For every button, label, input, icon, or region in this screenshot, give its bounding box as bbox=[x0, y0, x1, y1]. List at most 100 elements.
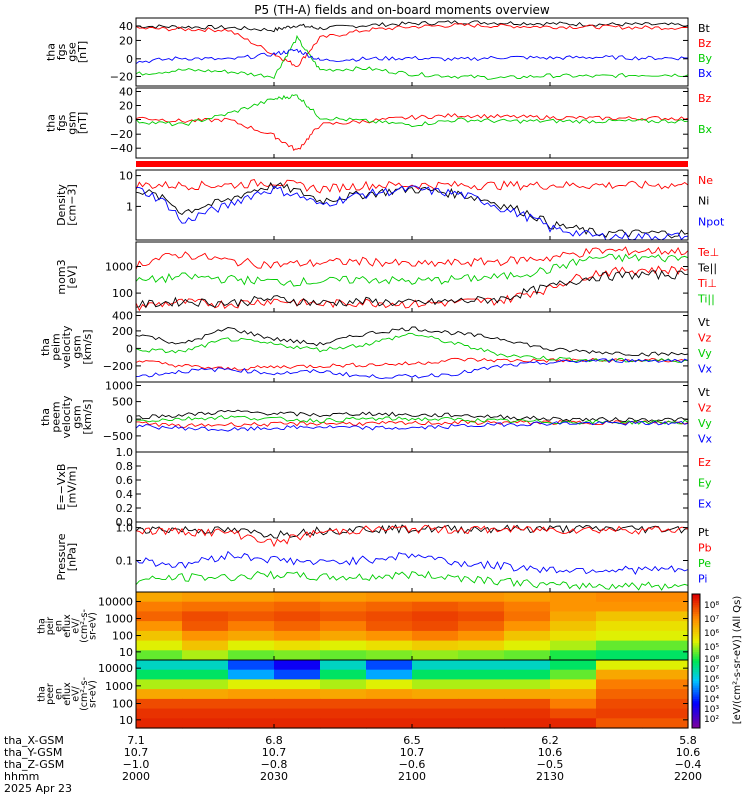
heatmap-cell bbox=[504, 679, 551, 690]
legend-label: Ez bbox=[698, 456, 711, 469]
colorbar-label: [eV/(cm²-s-sr-eV)] (All Qs) bbox=[732, 596, 743, 725]
colorbar-step bbox=[692, 667, 700, 671]
heatmap-cell bbox=[412, 698, 459, 710]
heatmap-cell bbox=[550, 630, 597, 642]
y-tick-label: 10000 bbox=[98, 662, 133, 675]
y-axis-label-line: gsm bbox=[65, 111, 78, 134]
y-tick-label: 0.0 bbox=[116, 516, 134, 529]
colorbar-step bbox=[692, 678, 700, 682]
heatmap-cell bbox=[228, 611, 275, 622]
heatmap-cell bbox=[136, 592, 183, 603]
heatmap-cell bbox=[412, 630, 459, 642]
heatmap-cell bbox=[136, 660, 183, 671]
colorbar-step bbox=[692, 676, 700, 680]
heatmap-cell bbox=[136, 601, 183, 612]
heatmap-cell bbox=[550, 718, 597, 729]
legend-label: Vx bbox=[698, 433, 713, 446]
y-tick-label: 100 bbox=[112, 630, 133, 643]
y-tick-label: 0.1 bbox=[116, 555, 134, 568]
y-axis-label-line: velocity bbox=[60, 325, 73, 368]
heatmap-cell bbox=[136, 718, 183, 729]
heatmap-cell bbox=[642, 708, 689, 719]
colorbar-step bbox=[692, 611, 700, 615]
colorbar-step bbox=[692, 634, 700, 637]
heatmap-cell bbox=[274, 630, 321, 642]
y-axis-label-line: mom3 bbox=[55, 259, 68, 294]
heatmap-cell bbox=[366, 621, 413, 632]
y-axis-label-line: E=−VxB bbox=[55, 464, 68, 511]
heatmap-cell bbox=[642, 689, 689, 700]
colorbar-step bbox=[692, 725, 700, 729]
heatmap-cell bbox=[642, 630, 689, 642]
y-axis-label-line: en bbox=[54, 688, 65, 700]
x-tick-value: 2200 bbox=[674, 770, 702, 783]
x-tick-value: 10.7 bbox=[262, 746, 287, 759]
heatmap-cell bbox=[182, 621, 229, 632]
heatmap-cell bbox=[320, 708, 367, 719]
colorbar-step bbox=[692, 721, 700, 724]
colorbar-step bbox=[692, 687, 700, 691]
colorbar-tick-label: 10² bbox=[704, 715, 719, 725]
y-tick-label: 10 bbox=[119, 170, 133, 183]
series-line-By bbox=[135, 34, 689, 80]
x-tick-value: 10.7 bbox=[124, 746, 149, 759]
colorbar-step bbox=[692, 705, 700, 709]
heatmap-cell bbox=[366, 708, 413, 719]
y-axis-label-line: tha bbox=[37, 686, 48, 702]
heatmap-cell bbox=[182, 660, 229, 671]
colorbar-tick-label: 10⁵ bbox=[704, 685, 719, 695]
y-tick-label: 0 bbox=[126, 53, 133, 66]
y-tick-label: 500 bbox=[112, 396, 133, 409]
heatmap-cell bbox=[228, 621, 275, 632]
series-line-Vx bbox=[135, 358, 689, 380]
heatmap-cell bbox=[596, 708, 643, 719]
heatmap-cell bbox=[550, 611, 597, 622]
heatmap-cell bbox=[642, 718, 689, 729]
heatmap-cell bbox=[550, 708, 597, 719]
heatmap-cell bbox=[504, 611, 551, 622]
heatmap-cell bbox=[504, 669, 551, 680]
heatmap-cell bbox=[274, 660, 321, 671]
y-axis-label-line: [cm−3] bbox=[65, 184, 78, 226]
x-row-label: tha_Y-GSM bbox=[4, 746, 62, 759]
legend-label: Pb bbox=[698, 542, 712, 555]
heatmap-cell bbox=[320, 718, 367, 729]
heatmap-cell bbox=[458, 689, 505, 700]
panel-8: 1.0 0.1 Pressure[nPa] Pt Pb Pe Pi bbox=[55, 521, 712, 593]
colorbar-step bbox=[692, 629, 700, 633]
colorbar-step bbox=[692, 623, 700, 626]
x-tick-value: −0.8 bbox=[261, 758, 288, 771]
colorbar-tick-label: 10⁵ bbox=[704, 643, 719, 653]
colorbar-step bbox=[692, 707, 700, 711]
legend-label: Pt bbox=[698, 526, 710, 539]
y-axis-label-line: sr-eV) bbox=[88, 680, 99, 708]
legend-label: Ex bbox=[698, 497, 712, 510]
y-axis-label-line: [km/s] bbox=[81, 399, 94, 434]
heatmap-cell bbox=[366, 669, 413, 680]
heatmap-cell bbox=[412, 708, 459, 719]
legend-label: Te|| bbox=[697, 262, 717, 275]
y-axis-label-line: (cm²-s- bbox=[79, 677, 90, 711]
colorbar-step bbox=[692, 598, 700, 602]
y-tick-label: 0.6 bbox=[116, 474, 134, 487]
series-line-Te⊥ bbox=[135, 265, 689, 312]
colorbar-step bbox=[692, 638, 700, 642]
heatmap-cell bbox=[504, 592, 551, 603]
y-axis-label-line: [nT] bbox=[76, 41, 89, 63]
y-axis-label-line: gse bbox=[65, 42, 78, 62]
heatmap-cell bbox=[182, 718, 229, 729]
heatmap-cell bbox=[642, 669, 689, 680]
series-line-Vx bbox=[135, 420, 689, 432]
heatmap-cell bbox=[504, 621, 551, 632]
y-axis-label-line: [mV/m] bbox=[65, 466, 78, 507]
colorbar-step bbox=[692, 701, 700, 704]
legend-label: Vz bbox=[698, 332, 712, 345]
heatmap-cell bbox=[596, 698, 643, 710]
y-tick-label: 0.2 bbox=[116, 502, 134, 515]
heatmap-cell bbox=[136, 640, 183, 651]
panel-frame bbox=[135, 87, 689, 159]
y-axis-label-line: [eV] bbox=[65, 266, 78, 289]
legend-label: Bt bbox=[698, 22, 711, 35]
colorbar-tick-label: 10⁴ bbox=[704, 695, 719, 705]
